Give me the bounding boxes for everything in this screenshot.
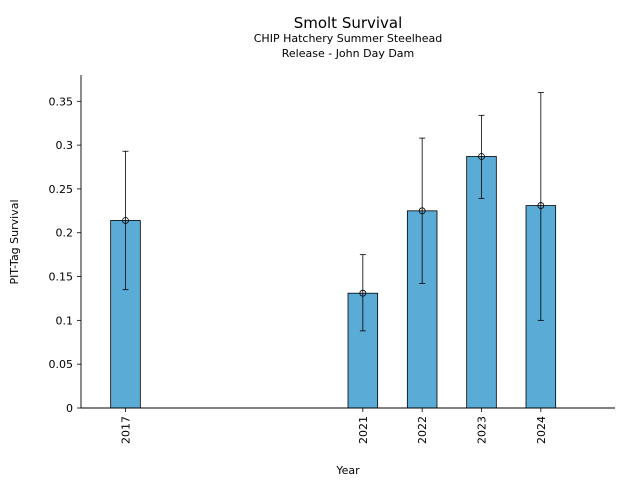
x-tick-label-2022: 2022: [416, 416, 429, 444]
axes: 2017 2021 2022 2023 2024 0 0.05 0.1 0.15 0.2 0.25 0…: [49, 75, 615, 444]
x-tick-label-2024: 2024: [535, 416, 548, 444]
x-tick-label-2023: 2023: [476, 416, 489, 444]
point-marker-2017: [122, 217, 129, 224]
chart-subtitle-line-2: Release - John Day Dam: [282, 47, 415, 60]
chart-subtitle-line-1: CHIP Hatchery Summer Steelhead: [254, 32, 443, 45]
chart-title: Smolt Survival: [294, 14, 403, 32]
point-marker-2023: [478, 153, 485, 160]
x-axis-label: Year: [335, 464, 360, 477]
y-axis-label: PIT-Tag Survival: [8, 199, 21, 284]
x-tick-label-2017: 2017: [120, 416, 133, 444]
y-tick-label: 0.15: [49, 271, 74, 284]
point-marker-2024: [537, 202, 545, 209]
y-tick-label: 0.1: [56, 314, 74, 327]
y-tick-label: 0: [66, 402, 73, 415]
y-tick-label: 0.3: [56, 139, 74, 152]
x-tick-label-2021: 2021: [357, 416, 370, 444]
y-tick-label: 0.35: [49, 95, 74, 108]
plot-area: [110, 92, 557, 409]
y-tick-label: 0.05: [49, 358, 74, 371]
point-marker-2022: [418, 207, 426, 215]
point-marker-2021: [359, 289, 367, 297]
y-tick-label: 0.2: [56, 227, 74, 240]
y-tick-label: 0.25: [49, 183, 74, 196]
